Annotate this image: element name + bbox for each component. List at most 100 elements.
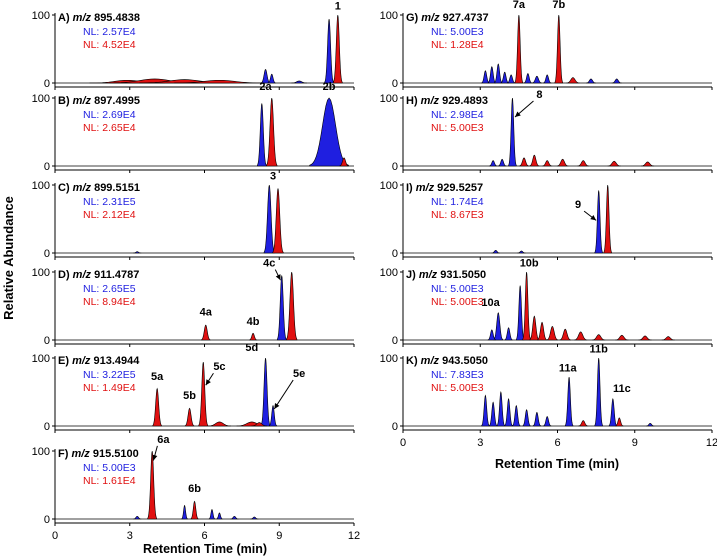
panel-title: G) m/z 927.4737 [406,12,489,24]
peak-label: 1 [335,1,341,13]
y-tick-label: 0 [44,161,50,173]
peak-red [207,421,231,427]
peak-red [190,500,199,520]
y-tick-label: 0 [44,514,50,526]
y-tick-label: 100 [32,267,50,279]
peak-red [184,407,195,427]
mz-value: 911.4787 [91,269,139,281]
peak-blue [133,515,142,520]
peak-red [638,335,652,341]
peak-blue [263,184,275,254]
x-tick-label: 12 [348,530,360,542]
peak-blue [181,504,188,520]
y-tick-label: 100 [32,446,50,458]
panel-letter: I) [406,182,416,194]
peak-blue [504,397,513,427]
peak-blue [523,73,533,84]
mz-value: 929.5257 [434,182,483,194]
peak-red [661,336,675,341]
y-tick-label: 100 [380,267,398,279]
x-tick-label: 3 [127,530,133,542]
peak-red [607,160,621,167]
peak-red [537,321,547,341]
peak-label: 9 [575,199,581,211]
nl-red: NL: 2.12E4 [83,209,136,221]
mz-value: 943.5050 [439,355,488,367]
nl-red: NL: 1.49E4 [83,382,136,394]
peak-label: 4a [200,307,213,319]
x-axis-label-right: Retention Time (min) [495,457,619,471]
peak-blue [493,312,504,341]
panel-letter: K) [406,355,421,367]
nl-blue: NL: 5.00E3 [431,26,484,38]
peak-blue [611,78,622,84]
peak-red [592,334,606,341]
peak-red [339,157,349,167]
nl-red: NL: 1.28E4 [431,39,484,51]
mz-value: 931.5050 [437,269,486,281]
peak-blue [309,97,349,167]
peak-red [554,14,563,84]
peak-label: 7a [513,0,526,11]
peak-red [333,14,343,84]
x-axis-label-left: Retention Time (min) [143,542,267,556]
peak-red [556,158,569,167]
peak-red [266,97,278,167]
peak-blue [512,404,521,427]
peak-blue [324,19,334,84]
x-tick-label: 0 [400,437,406,449]
peak-red [200,324,211,341]
mz-label: m/z [421,12,440,24]
peak-blue [481,394,490,427]
nl-blue: NL: 2.31E5 [83,196,136,208]
peak-red [249,332,258,341]
peak-label: 6a [157,434,170,446]
peak-blue [531,75,542,84]
nl-red: NL: 2.65E4 [83,122,136,134]
peak-red [615,417,624,427]
mz-label: m/z [71,448,90,460]
nl-blue: NL: 2.69E4 [83,109,136,121]
peak-blue [250,516,259,520]
panel-letter: G) [406,12,421,24]
arrow-head [275,274,281,281]
panel-title: F) m/z 915.5100 [58,448,139,460]
y-tick-label: 0 [392,78,398,90]
mz-value: 895.4838 [91,12,140,24]
peak-label: 10a [481,297,500,309]
peak-red [559,328,571,341]
peak-blue [488,160,498,167]
peak-label: 2b [323,81,336,93]
panel-letter: D) [58,269,73,281]
x-tick-label: 3 [477,437,483,449]
nl-blue: NL: 3.22E5 [83,369,136,381]
y-tick-label: 0 [392,421,398,433]
mz-label: m/z [421,95,440,107]
peak-blue [257,103,267,167]
panel-letter: B) [58,95,73,107]
mz-label: m/z [73,182,92,194]
peak-blue [517,250,526,254]
mz-value: 899.5151 [91,182,140,194]
peak-red [152,387,162,427]
y-tick-label: 100 [380,180,398,192]
peak-blue [230,515,239,520]
peak-blue [494,63,503,84]
y-tick-label: 100 [32,93,50,105]
peak-blue [564,376,574,427]
panel-title: J) m/z 931.5050 [406,269,486,281]
peak-label: 5a [151,371,164,383]
x-tick-label: 9 [276,530,282,542]
peak-blue [594,190,603,254]
peak-red [174,79,265,84]
peak-blue [268,404,278,427]
panel-title: D) m/z 911.4787 [58,269,139,281]
mz-label: m/z [73,269,92,281]
peak-red [272,188,284,254]
x-tick-label: 6 [554,437,560,449]
nl-red: NL: 5.00E3 [431,122,484,134]
